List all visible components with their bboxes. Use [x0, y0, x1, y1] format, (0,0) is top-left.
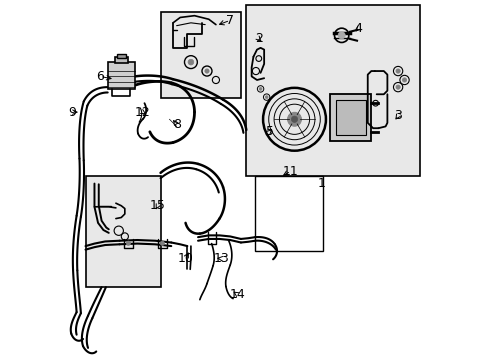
- Circle shape: [204, 69, 209, 73]
- Bar: [255, 176, 323, 251]
- Text: 10: 10: [177, 252, 193, 265]
- Text: 5: 5: [265, 125, 273, 138]
- Text: 12: 12: [135, 105, 150, 119]
- Text: 7: 7: [226, 14, 234, 27]
- Circle shape: [264, 96, 267, 99]
- Circle shape: [160, 241, 164, 246]
- Bar: [329, 94, 370, 141]
- Bar: [115, 57, 127, 63]
- Bar: [107, 62, 135, 89]
- Bar: [85, 176, 160, 287]
- Bar: [117, 54, 125, 58]
- Bar: [335, 100, 365, 135]
- Circle shape: [126, 241, 130, 246]
- Text: 9: 9: [68, 105, 76, 119]
- Text: 14: 14: [229, 288, 244, 301]
- Circle shape: [395, 85, 400, 89]
- Text: 4: 4: [354, 22, 362, 35]
- Text: 8: 8: [172, 118, 180, 131]
- Text: 6: 6: [96, 70, 103, 83]
- Text: 15: 15: [150, 198, 165, 212]
- Text: 11: 11: [283, 165, 298, 177]
- Circle shape: [188, 59, 193, 65]
- Circle shape: [395, 69, 400, 73]
- Bar: [160, 12, 241, 98]
- Text: 3: 3: [393, 109, 401, 122]
- Circle shape: [259, 87, 262, 90]
- Circle shape: [337, 32, 345, 39]
- Circle shape: [291, 116, 297, 122]
- Text: 13: 13: [213, 252, 229, 265]
- Text: 2: 2: [254, 32, 262, 45]
- Bar: [246, 5, 419, 176]
- Text: 1: 1: [317, 177, 325, 190]
- Circle shape: [402, 78, 406, 82]
- Circle shape: [287, 112, 301, 126]
